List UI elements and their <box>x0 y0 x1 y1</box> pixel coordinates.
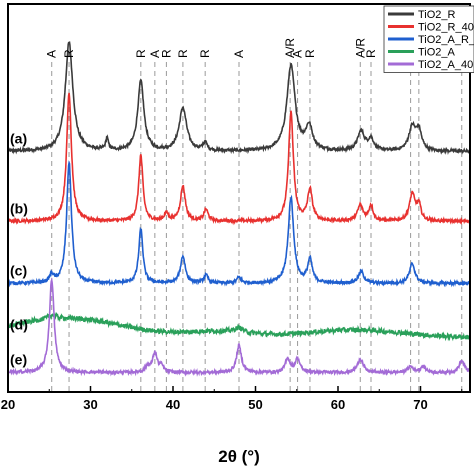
legend-entry: TiO2_A <box>418 47 456 59</box>
peak-label: R <box>364 49 378 58</box>
x-tick-label: 40 <box>166 397 180 412</box>
series-line <box>7 41 471 156</box>
x-axis: 20 30 40 50 60 70 <box>1 386 463 412</box>
x-axis-label: 2θ (°) <box>218 447 260 466</box>
legend-entry: TiO2_R <box>418 9 456 21</box>
reference-lines <box>51 62 463 392</box>
legend-entry: TiO2_A_40 <box>418 59 473 71</box>
peak-label: R <box>62 49 76 58</box>
legend-entry: TiO2_A_R_ <box>418 34 474 46</box>
series-line <box>7 277 471 377</box>
series-line <box>7 160 471 288</box>
peak-label: R <box>159 49 173 58</box>
peak-label: A <box>45 50 59 58</box>
legend-entry: TiO2_R_400 <box>418 22 474 34</box>
x-tick-label: 70 <box>413 397 427 412</box>
trace-labels: (a) (b) (c) (d) (e) <box>10 130 28 367</box>
series-line <box>7 311 471 342</box>
peak-label: R <box>134 49 148 58</box>
peak-label: A/R <box>353 38 367 58</box>
peak-label: R <box>303 49 317 58</box>
trace-label: (d) <box>10 317 28 333</box>
peak-label: A <box>148 50 162 58</box>
peak-label: R <box>176 49 190 58</box>
trace-label: (e) <box>10 352 27 368</box>
peak-label: A <box>232 50 246 58</box>
x-tick-label: 20 <box>1 397 15 412</box>
peak-label: R <box>198 49 212 58</box>
x-tick-label: 30 <box>83 397 97 412</box>
x-tick-label: 50 <box>248 397 262 412</box>
trace-label: (c) <box>10 262 27 278</box>
diffraction-traces <box>7 41 471 377</box>
plot-frame <box>7 3 471 393</box>
x-tick-label: 60 <box>331 397 345 412</box>
trace-label: (a) <box>10 130 27 146</box>
series-line <box>7 92 471 226</box>
peak-label: A/R <box>283 38 297 58</box>
trace-label: (b) <box>10 200 28 216</box>
peak-label: A <box>291 50 305 58</box>
